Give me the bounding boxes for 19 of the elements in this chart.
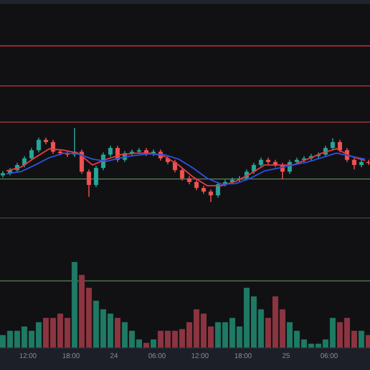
- candlestick: [194, 179, 199, 191]
- candlestick: [180, 167, 184, 182]
- candlestick: [208, 188, 213, 202]
- candlestick: [29, 147, 34, 162]
- candlestick: [108, 145, 113, 158]
- candlestick: [86, 168, 92, 198]
- candlestick: [330, 138, 335, 151]
- candlestick: [258, 157, 264, 168]
- candlestick: [338, 139, 342, 153]
- bar: [358, 330, 364, 348]
- candlestick: [94, 165, 98, 188]
- candlestick: [22, 156, 27, 168]
- bar: [366, 335, 370, 348]
- bar: [150, 339, 156, 348]
- bar: [72, 262, 78, 348]
- candlestick: [36, 137, 41, 153]
- candlestick: [252, 162, 256, 174]
- bar: [114, 318, 120, 348]
- candlestick: [352, 157, 356, 170]
